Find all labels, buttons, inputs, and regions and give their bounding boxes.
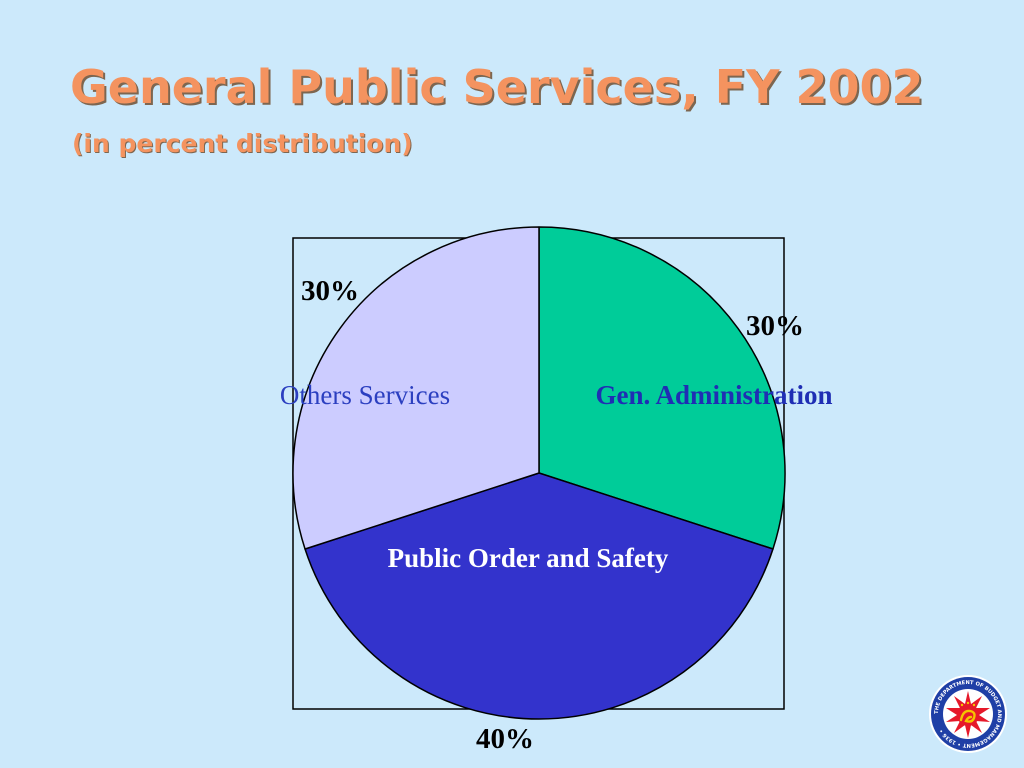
pie-slice: [292, 226, 540, 550]
pie-slices: [292, 226, 786, 720]
slide-subtitle: (in percent distribution): [72, 129, 413, 158]
pie-slice-percent-label: 30%: [301, 275, 359, 307]
pie-slice-percent-label: 40%: [476, 723, 534, 755]
pie-slice: [538, 226, 786, 550]
pie-slice: [304, 472, 774, 720]
slide-title: General Public Services, FY 2002: [70, 60, 924, 114]
dbm-seal-logo: THE DEPARTMENT OF BUDGET AND MANAGEMENT …: [929, 675, 1007, 753]
pie-labels: Gen. Administration 30% Public Order and S…: [280, 275, 833, 755]
pie-slice-name-label: Public Order and Safety: [388, 543, 669, 573]
pie-slice-name-label: Gen. Administration: [595, 380, 832, 410]
seal-emblem: [959, 709, 976, 723]
pie-slice-percent-label: 30%: [746, 310, 804, 342]
pie-slice-name-label: Others Services: [280, 380, 450, 410]
